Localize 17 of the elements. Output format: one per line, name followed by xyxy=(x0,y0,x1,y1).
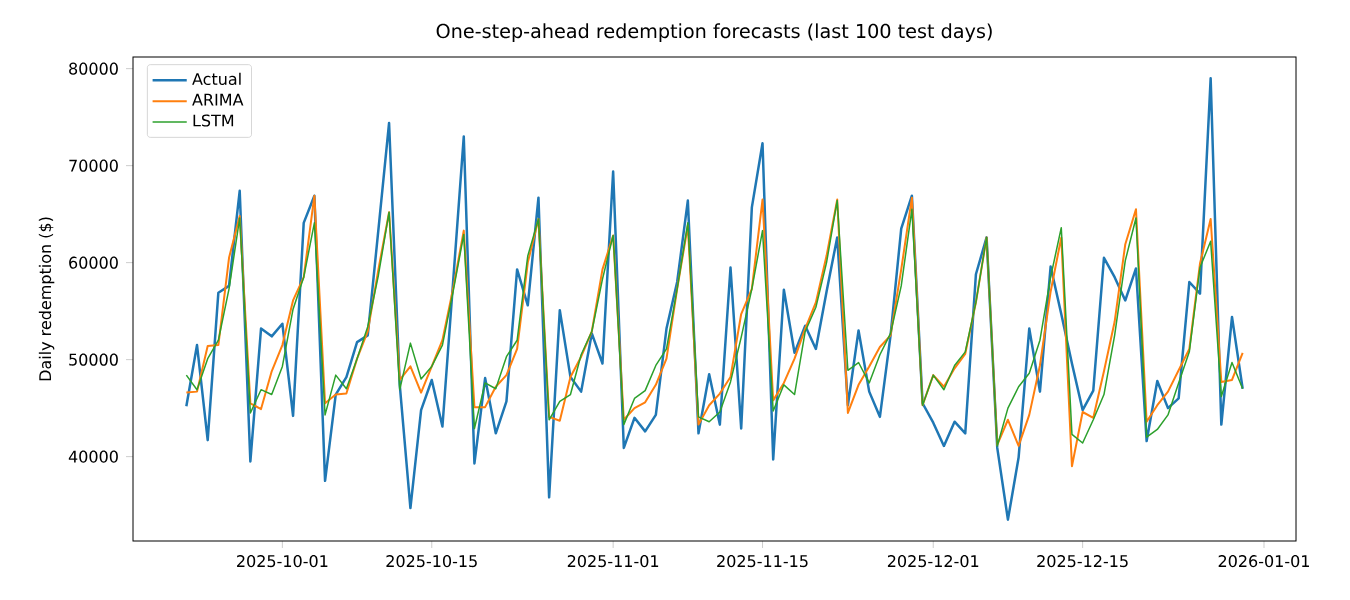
x-tick-label: 2025-12-15 xyxy=(1037,555,1128,568)
x-tick-label: 2026-01-01 xyxy=(1218,555,1309,568)
chart-title: One-step-ahead redemption forecasts (last 100 test days) xyxy=(436,23,992,42)
y-tick-label: 50000 xyxy=(69,353,118,366)
y-tick-label: 60000 xyxy=(69,256,118,269)
x-tick-label: 2025-12-01 xyxy=(887,555,979,568)
y-tick-label: 80000 xyxy=(69,62,118,75)
legend-label: LSTM xyxy=(193,114,234,127)
y-axis-title: Daily redemption ($) xyxy=(38,217,55,381)
x-tick-label: 2025-10-01 xyxy=(237,555,328,568)
legend-label: Actual xyxy=(192,72,241,86)
x-tick-label: 2025-11-15 xyxy=(717,555,808,568)
y-tick-label: 40000 xyxy=(68,450,118,463)
x-tick-label: 2025-11-01 xyxy=(567,555,659,568)
x-tick-label: 2025-10-15 xyxy=(386,555,477,568)
y-tick-label: 70000 xyxy=(69,159,118,172)
legend-label: ARIMA xyxy=(192,93,244,106)
